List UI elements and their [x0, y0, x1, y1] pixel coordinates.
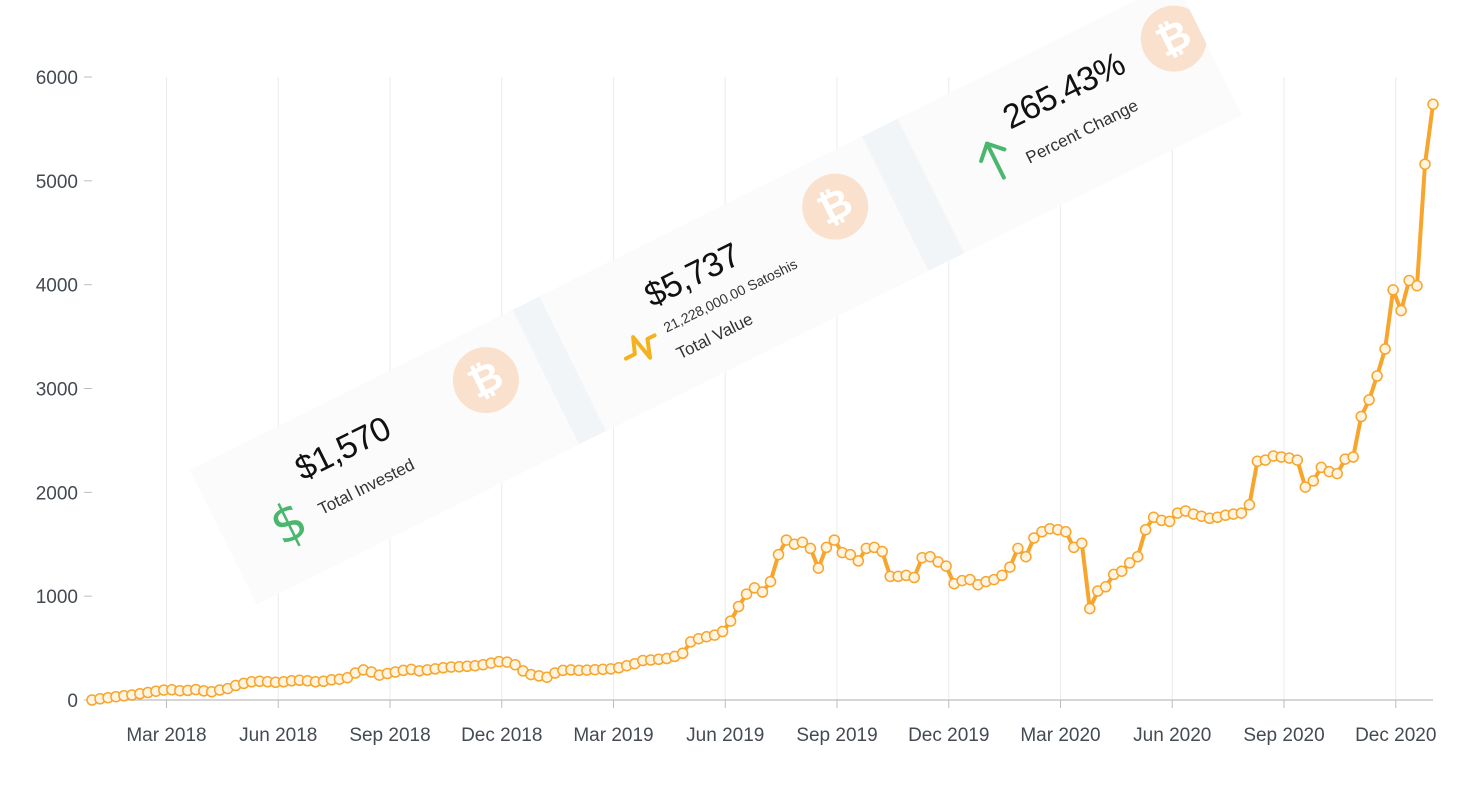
data-point [908, 571, 920, 584]
data-point [812, 562, 825, 574]
data-point [772, 548, 785, 561]
data-point [1307, 475, 1320, 487]
data-point [1387, 284, 1399, 296]
y-tick-label: 0 [67, 691, 78, 712]
percent-change-card: 265.43% Percent Change ₿ [897, 0, 1242, 254]
data-point [1115, 565, 1128, 577]
data-point [676, 647, 689, 660]
arrow-up-icon [979, 141, 1007, 180]
data-point [732, 600, 745, 613]
data-point [716, 625, 729, 638]
data-point [1363, 394, 1375, 406]
y-tick-label: 4000 [36, 276, 78, 297]
stats-card-strip: $ $1,570 Total Invested ₿ $5,737 21,228,… [190, 0, 1242, 605]
data-point [756, 586, 769, 598]
data-point [1099, 581, 1112, 593]
data-point [1403, 274, 1415, 287]
grid-lines [166, 77, 1397, 700]
data-point [1163, 515, 1176, 528]
total-value-card: $5,737 21,228,000.00 Satoshis Total Valu… [539, 136, 929, 431]
y-tick-label: 1000 [36, 587, 78, 608]
x-tick-label: Sep 2020 [1243, 725, 1324, 746]
pulse-icon [623, 333, 657, 361]
data-point [852, 555, 865, 567]
data-point [844, 548, 857, 561]
data-point [1012, 542, 1024, 555]
y-tick-label: 5000 [36, 172, 78, 193]
bitcoin-icon: ₿ [441, 335, 531, 425]
data-point [1299, 481, 1312, 493]
y-tick-label: 3000 [36, 380, 78, 401]
data-point [764, 575, 777, 588]
data-point [996, 569, 1008, 582]
data-point [804, 542, 817, 555]
x-tick-label: Jun 2020 [1133, 725, 1211, 746]
data-point [1243, 499, 1256, 511]
data-point [1355, 410, 1367, 423]
data-point [1371, 370, 1383, 382]
x-tick-label: Dec 2020 [1355, 725, 1436, 746]
data-point [1004, 561, 1016, 573]
x-tick-label: Dec 2018 [461, 725, 542, 746]
data-point [1060, 526, 1072, 538]
data-point [1411, 279, 1423, 292]
x-tick-label: Sep 2018 [349, 725, 430, 746]
data-point [1331, 467, 1343, 480]
data-point [724, 615, 737, 627]
data-point [796, 536, 809, 548]
data-point [876, 545, 888, 558]
data-point [1379, 343, 1391, 355]
data-point [740, 588, 753, 600]
data-point [828, 534, 841, 546]
y-axis: 0 1000 2000 3000 4000 5000 6000 [36, 68, 92, 712]
data-point [1076, 537, 1088, 549]
x-tick-label: Mar 2020 [1020, 725, 1100, 746]
data-point [1347, 451, 1359, 463]
x-tick-label: Mar 2018 [126, 725, 206, 746]
data-point [924, 550, 936, 563]
x-axis: Mar 2018 Jun 2018 Sep 2018 Dec 2018 Mar 2019… [92, 699, 1436, 746]
data-point [1427, 98, 1439, 111]
data-point [1131, 550, 1144, 563]
x-tick-label: Jun 2018 [239, 725, 317, 746]
x-tick-label: Jun 2019 [686, 725, 764, 746]
series-layer [86, 98, 1439, 706]
data-point [1235, 507, 1248, 519]
dollar-icon: $ [260, 489, 317, 558]
data-point [1028, 532, 1040, 544]
data-point [1084, 602, 1096, 615]
data-point [1123, 557, 1136, 569]
data-point [820, 541, 833, 554]
data-point [964, 573, 976, 586]
x-tick-label: Dec 2019 [908, 725, 989, 746]
data-point [509, 658, 521, 671]
bitcoin-icon: ₿ [790, 162, 880, 251]
y-tick-label: 2000 [36, 483, 78, 504]
data-point [1020, 550, 1032, 563]
data-point [1139, 523, 1152, 536]
data-point [1291, 454, 1304, 466]
x-tick-label: Sep 2019 [796, 725, 877, 746]
y-tick-label: 6000 [36, 68, 78, 89]
data-point [940, 560, 952, 572]
x-tick-label: Mar 2019 [573, 725, 653, 746]
data-point [1419, 158, 1431, 170]
data-point [1395, 304, 1407, 317]
